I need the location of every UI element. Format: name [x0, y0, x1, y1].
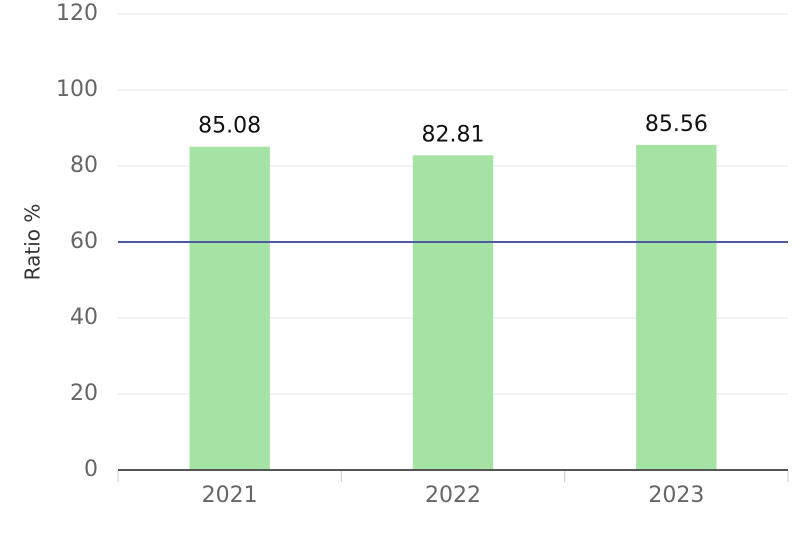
y-tick-label: 120 [56, 1, 98, 26]
y-tick-label: 60 [70, 229, 98, 254]
x-tick-label: 2022 [425, 483, 481, 508]
x-tick-label: 2023 [648, 483, 704, 508]
y-axis-label: Ratio % [21, 204, 45, 281]
y-tick-label: 20 [70, 381, 98, 406]
value-label: 85.08 [198, 114, 261, 139]
y-tick-label: 100 [56, 77, 98, 102]
value-label: 82.81 [422, 122, 485, 147]
y-tick-label: 80 [70, 153, 98, 178]
value-label: 85.56 [645, 112, 708, 137]
bar [636, 144, 717, 470]
bar [412, 155, 494, 470]
y-tick-label: 40 [70, 305, 98, 330]
y-tick-label: 0 [84, 457, 98, 482]
x-tick-label: 2021 [202, 483, 258, 508]
bar [189, 146, 270, 471]
